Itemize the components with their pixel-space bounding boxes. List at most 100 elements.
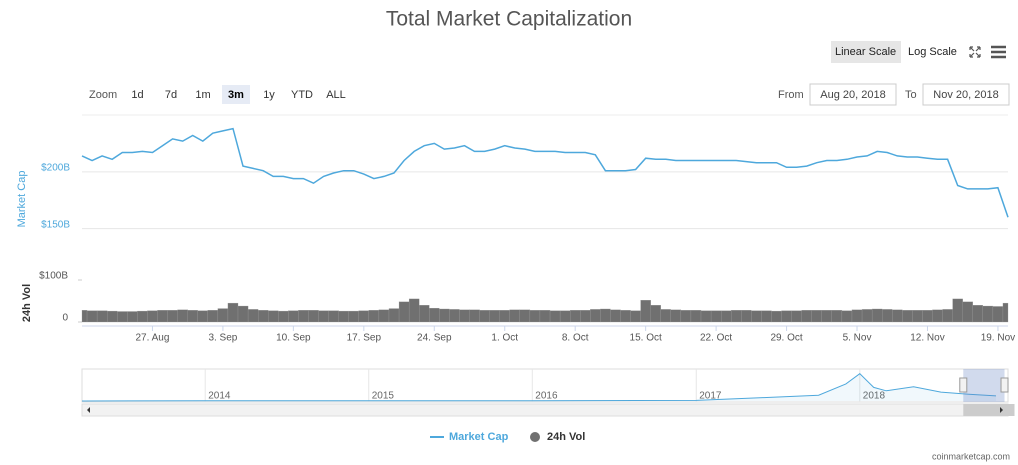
zoom-button[interactable]: 1y: [263, 89, 275, 101]
volume-bar: [992, 306, 1004, 323]
volume-bar: [247, 309, 259, 323]
volume-bar: [408, 298, 420, 323]
y-tick-label: $200B: [41, 162, 70, 173]
volume-bar: [922, 310, 933, 323]
scale-button[interactable]: Log Scale: [908, 46, 957, 58]
to-input[interactable]: [922, 83, 1010, 106]
volume-bar: [479, 310, 490, 323]
volume-bar: [670, 309, 682, 323]
volume-bar: [227, 302, 239, 323]
fullscreen-icon[interactable]: [969, 46, 981, 58]
volume-bar: [882, 309, 893, 323]
x-tick-label: 3. Sep: [208, 333, 237, 344]
volume-bar: [207, 310, 219, 323]
scrollbar-track: [81, 403, 1009, 417]
volume-bar: [841, 310, 853, 323]
x-tick-label: 24. Sep: [417, 333, 452, 344]
volume-bar: [147, 310, 158, 323]
volume-bar: [529, 310, 541, 323]
navigator-tick-label: 2015: [372, 391, 395, 402]
volume-bar: [781, 310, 792, 323]
volume-bar: [328, 310, 339, 323]
volume-bar: [348, 310, 359, 323]
volume-bar: [700, 310, 712, 323]
volume-bar: [932, 309, 943, 323]
y2-tick-label: 0: [62, 313, 68, 324]
scrollbar-right[interactable]: [1000, 407, 1003, 413]
y-axis-label: Market Cap: [16, 171, 28, 228]
zoom-button-bg: [222, 85, 250, 104]
volume-bar: [419, 305, 430, 323]
volume-bar: [610, 309, 621, 323]
from-input[interactable]: [809, 83, 897, 106]
volume-bar: [570, 310, 581, 323]
scale-button-bg: [831, 41, 901, 63]
volume-bar: [459, 309, 470, 323]
volume-bar: [217, 308, 229, 323]
y2-axis-label: 24h Vol: [21, 284, 33, 322]
volume-bar: [902, 310, 913, 323]
volume-bar: [680, 310, 692, 323]
volume-bar: [871, 308, 883, 323]
volume-bar: [388, 308, 400, 323]
volume-bar: [831, 310, 843, 323]
volume-bar: [821, 310, 833, 323]
x-tick-label: 8. Oct: [562, 333, 589, 344]
volume-bar: [559, 310, 571, 323]
zoom-button[interactable]: 1m: [195, 89, 210, 101]
x-tick-label: 1. Oct: [491, 333, 518, 344]
x-tick-label: 29. Oct: [770, 333, 802, 344]
volume-bar: [257, 310, 269, 323]
volume-bar: [469, 309, 480, 323]
scrollbar-left[interactable]: [87, 407, 90, 413]
legend-entry[interactable]: Market Cap: [449, 431, 509, 443]
volume-bar: [127, 311, 138, 323]
volume-bar: [549, 310, 561, 323]
volume-bar: [751, 310, 762, 323]
menu-icon[interactable]: [991, 45, 1006, 59]
zoom-label: Zoom: [89, 89, 117, 101]
market-cap-line: [81, 127, 1009, 218]
zoom-button[interactable]: YTD: [291, 89, 313, 101]
from-date: Aug 20, 2018: [820, 89, 885, 101]
volume-bar: [741, 310, 752, 323]
scale-button[interactable]: Linear Scale: [835, 46, 896, 58]
x-tick-label: 22. Oct: [700, 333, 732, 344]
legend-dot-swatch: [530, 432, 540, 442]
x-tick-label: 5. Nov: [843, 333, 872, 344]
volume-bar: [539, 310, 551, 323]
navigator-handle[interactable]: [959, 377, 968, 393]
volume-bar: [811, 310, 822, 323]
volume-bar: [137, 310, 148, 323]
from-label: From: [778, 89, 804, 101]
volume-bar: [378, 309, 390, 323]
volume-bar: [851, 309, 863, 323]
zoom-button[interactable]: ALL: [326, 89, 346, 101]
x-tick-label: 15. Oct: [630, 333, 662, 344]
volume-bar: [439, 308, 450, 323]
chart-title: Total Market Capitalization: [386, 8, 632, 31]
navigator-handle[interactable]: [1000, 377, 1009, 393]
volume-bar: [489, 310, 500, 323]
volume-bar: [982, 305, 994, 323]
volume-bar: [761, 310, 772, 323]
scrollbar-thumb[interactable]: [963, 404, 1015, 416]
volume-bar: [1002, 302, 1009, 323]
volume-bar: [509, 309, 520, 323]
zoom-button[interactable]: 7d: [165, 89, 177, 101]
navigator-selection: [963, 369, 1005, 402]
volume-bar: [358, 310, 370, 323]
volume-bar: [720, 310, 732, 323]
legend-entry[interactable]: 24h Vol: [547, 431, 585, 443]
volume-bar: [630, 310, 641, 323]
volume-bar: [298, 310, 309, 323]
x-tick-label: 19. Nov: [981, 333, 1015, 344]
source-credit: coinmarketcap.com: [932, 451, 1010, 461]
navigator-tick-label: 2018: [863, 391, 886, 402]
volume-bar: [308, 310, 319, 323]
volume-bar: [117, 311, 128, 323]
volume-bar: [107, 310, 118, 323]
volume-bar: [429, 307, 440, 323]
zoom-button[interactable]: 3m: [228, 89, 244, 101]
zoom-button[interactable]: 1d: [131, 89, 143, 101]
